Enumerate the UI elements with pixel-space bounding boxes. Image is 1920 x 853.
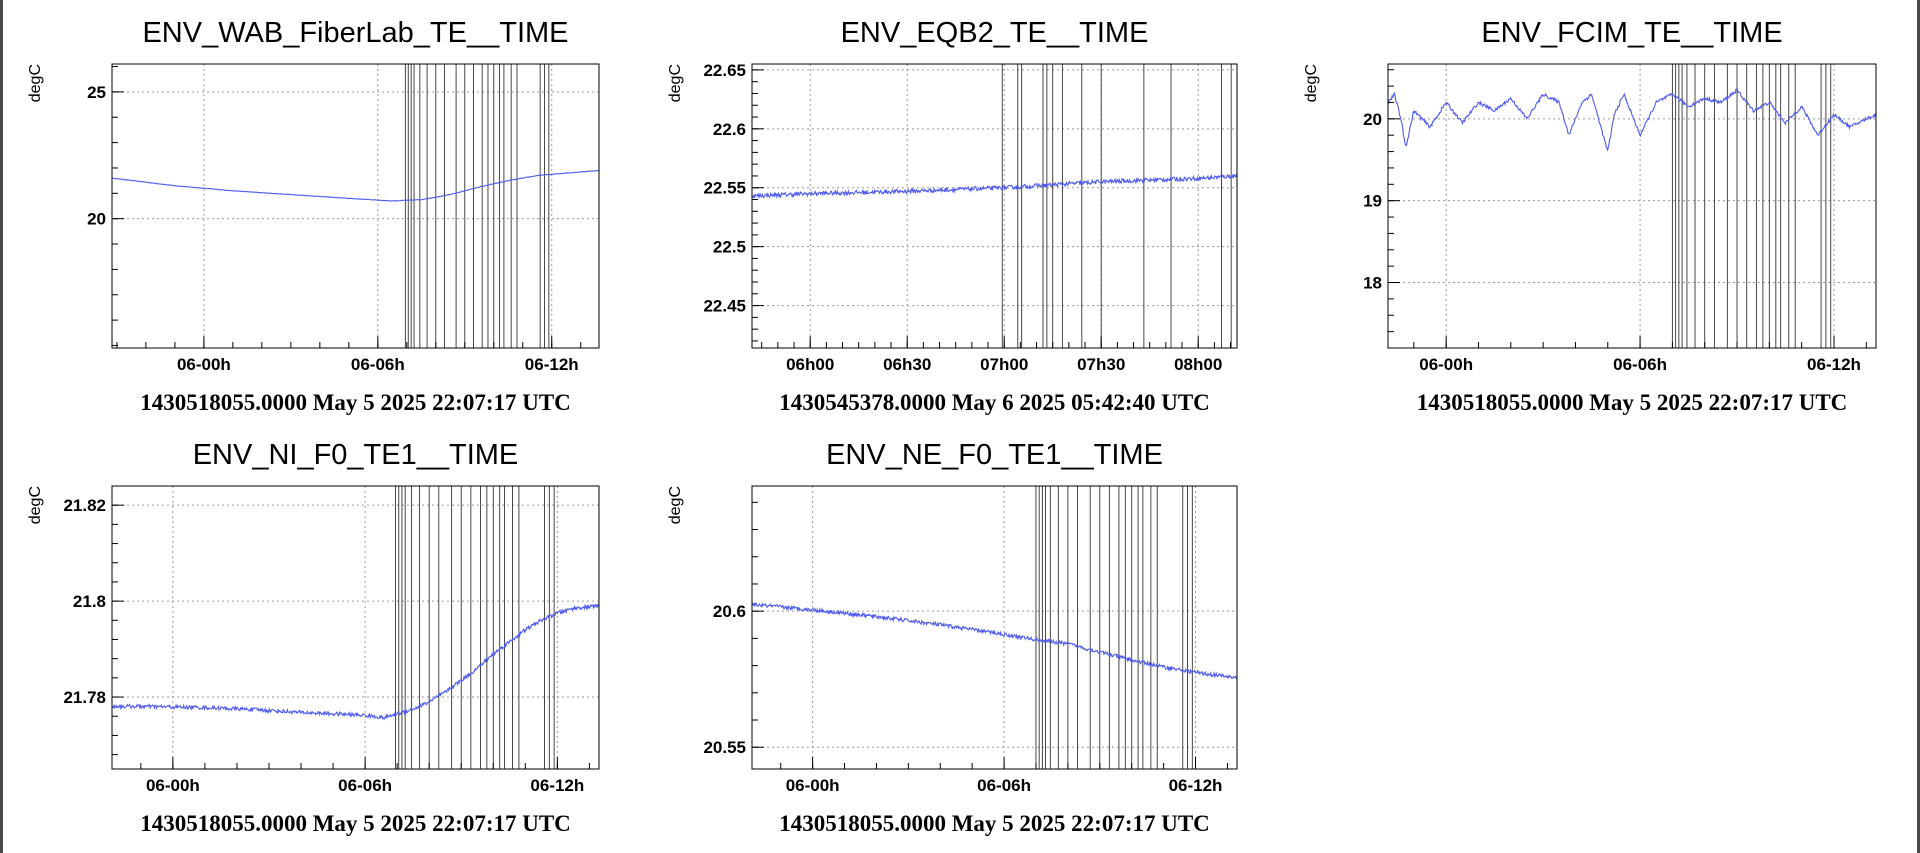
chart-title: ENV_NE_F0_TE1__TIME: [826, 439, 1163, 471]
y-tick-label: 20.6: [713, 602, 746, 621]
chart-1: ENV_WAB_FiberLab_TE__TIME degC 20 25 06-00h 0…: [27, 17, 600, 415]
x-tick-label: 06-06h: [977, 776, 1031, 795]
x-tick-label: 08h00: [1174, 355, 1222, 374]
y-tick-label: 21.82: [63, 496, 106, 515]
chart-title: ENV_NI_F0_TE1__TIME: [193, 439, 519, 471]
window-frame-right: [1917, 0, 1920, 853]
window-frame-left: [0, 0, 3, 853]
x-tick-label: 06-06h: [351, 355, 405, 374]
series-line: [1388, 88, 1876, 152]
chart-caption: 1430518055.0000 May 5 2025 22:07:17 UTC: [779, 811, 1210, 836]
chart-caption: 1430518055.0000 May 5 2025 22:07:17 UTC: [140, 811, 571, 836]
x-tick-label: 06-12h: [1169, 776, 1223, 795]
y-axis-label: degC: [1303, 64, 1320, 102]
x-tick-label: 06-12h: [1807, 355, 1861, 374]
y-axis-label: degC: [667, 486, 684, 524]
x-tick-label: 06-00h: [786, 776, 840, 795]
x-tick-label: 06-00h: [146, 776, 200, 795]
plot-frame: [111, 63, 600, 349]
y-tick-label: 22.6: [713, 120, 746, 139]
y-axis-label: degC: [667, 64, 684, 102]
y-tick-label: 22.55: [703, 179, 746, 198]
x-tick-label: 07h30: [1077, 355, 1125, 374]
series-line: [112, 603, 599, 721]
x-tick-label: 06-00h: [1419, 355, 1473, 374]
y-tick-label: 21.8: [73, 592, 106, 611]
plot-frame: [1387, 63, 1877, 349]
chart-title: ENV_EQB2_TE__TIME: [841, 17, 1149, 49]
y-tick-label: 19: [1363, 192, 1382, 211]
x-tick-label: 06-06h: [1613, 355, 1667, 374]
y-tick-label: 22.45: [703, 297, 746, 316]
x-tick-label: 06-06h: [338, 776, 392, 795]
chart-caption: 1430518055.0000 May 5 2025 22:07:17 UTC: [1417, 390, 1848, 415]
chart-title: ENV_WAB_FiberLab_TE__TIME: [142, 17, 568, 49]
series-line: [112, 169, 599, 202]
plot-frame: [751, 63, 1238, 349]
plot-frame: [751, 485, 1238, 770]
y-tick-label: 21.78: [63, 688, 106, 707]
series-line: [752, 172, 1237, 200]
y-tick-label: 22.5: [713, 238, 746, 257]
chart-title: ENV_FCIM_TE__TIME: [1481, 17, 1782, 49]
x-tick-label: 07h00: [980, 355, 1028, 374]
x-tick-label: 06-12h: [525, 355, 579, 374]
y-tick-label: 18: [1363, 274, 1382, 293]
x-tick-label: 06h00: [786, 355, 834, 374]
x-tick-label: 06h30: [883, 355, 931, 374]
chart-caption: 1430518055.0000 May 5 2025 22:07:17 UTC: [140, 390, 571, 415]
chart-3: ENV_FCIM_TE__TIME degC 18 19 20 06-00h 06-06h 0…: [1303, 17, 1877, 415]
y-tick-label: 25: [87, 83, 106, 102]
y-axis-label: degC: [27, 64, 44, 102]
y-tick-label: 20: [87, 210, 106, 229]
series-line: [752, 602, 1237, 680]
y-axis-label: degC: [27, 486, 44, 524]
chart-caption: 1430545378.0000 May 6 2025 05:42:40 UTC: [779, 390, 1210, 415]
x-tick-label: 06-00h: [177, 355, 231, 374]
chart-2: ENV_EQB2_TE__TIME degC 22.45 22.5 22.55 22.6 2…: [667, 17, 1238, 415]
plot-frame: [111, 485, 600, 770]
y-tick-label: 22.65: [703, 61, 746, 80]
y-tick-label: 20.55: [703, 738, 746, 757]
y-tick-label: 20: [1363, 110, 1382, 129]
chart-4: ENV_NI_F0_TE1__TIME degC 21.78 21.8 21.82 06-…: [27, 439, 600, 836]
x-tick-label: 06-12h: [530, 776, 584, 795]
chart-5: ENV_NE_F0_TE1__TIME degC 20.55 20.6 06-00h 06…: [667, 439, 1238, 836]
